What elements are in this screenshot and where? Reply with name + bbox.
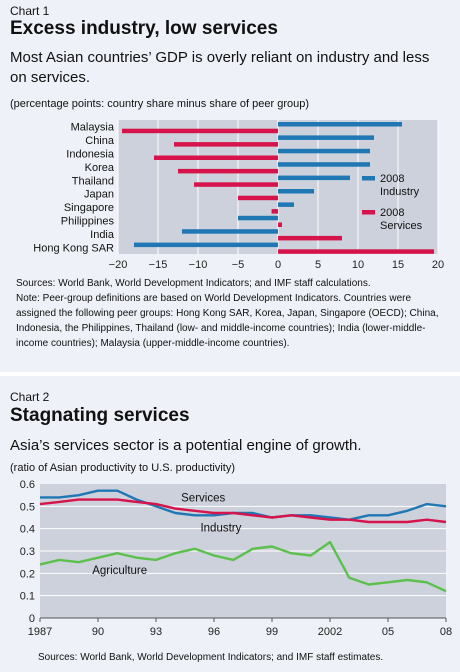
legend-swatch <box>362 210 375 215</box>
chart1-subtitle: Most Asian countries’ GDP is overly reli… <box>10 49 430 86</box>
bar-services <box>154 155 278 160</box>
bar-services <box>278 249 434 254</box>
legend-label: 2008 <box>380 173 404 185</box>
line-y-tick-label: 0.6 <box>20 479 35 491</box>
line-x-tick-label: 96 <box>208 626 220 638</box>
series-label-agriculture: Agriculture <box>92 565 147 577</box>
bar-category-label: Korea <box>85 162 115 174</box>
bar-industry <box>238 215 278 221</box>
bar-x-tick-label: −20 <box>109 259 128 271</box>
bar-industry <box>278 162 370 167</box>
bar-x-tick-label: 20 <box>432 259 444 271</box>
line-x-tick-label: 93 <box>150 626 162 638</box>
chart2-units: (ratio of Asian productivity to U.S. pro… <box>10 462 235 474</box>
bar-services <box>122 128 278 134</box>
legend-swatch <box>362 176 375 181</box>
line-y-tick-label: 0.2 <box>20 568 35 580</box>
line-y-tick-label: 0.1 <box>20 591 35 603</box>
bar-category-label: Philippines <box>61 216 115 228</box>
bar-industry <box>278 148 370 154</box>
series-label-services: Services <box>181 492 225 504</box>
line-chart: 0 0.1 0.2 0.3 0.4 0.5 0.6 1987 90 93 96 99 2002 05 08 S… <box>20 479 452 638</box>
bar-industry <box>278 135 374 140</box>
line-x-tick-label: 99 <box>266 626 278 638</box>
line-y-tick-label: 0.5 <box>20 501 35 513</box>
chart2-source: Sources: World Bank, World Development I… <box>38 652 384 663</box>
bar-industry <box>278 189 314 194</box>
bar-services <box>271 209 278 214</box>
series-label-industry: Industry <box>200 522 241 534</box>
bar-industry <box>278 202 294 207</box>
bar-x-tick-label: 15 <box>392 259 404 271</box>
bar-services <box>194 182 278 187</box>
line-x-tick-label: 05 <box>382 626 394 638</box>
bar-category-label: Malaysia <box>71 122 115 134</box>
chart1-units: (percentage points: country share minus … <box>10 98 309 110</box>
line-y-tick-label: 0.4 <box>20 524 35 536</box>
line-x-tick-label: 08 <box>440 626 452 638</box>
bar-x-tick-label: 0 <box>275 259 281 271</box>
bar-category-label: Singapore <box>64 202 114 214</box>
chart1-source-text: Sources: World Bank, World Development I… <box>16 278 371 289</box>
line-x-tick-label: 2002 <box>318 626 342 638</box>
bar-industry <box>278 175 350 181</box>
chart1-source: Sources: World Bank, World Development I… <box>16 276 446 351</box>
bar-x-tick-label: −10 <box>189 259 208 271</box>
chart2-panel: Chart 2 Stagnating services Asia’s servi… <box>0 372 460 672</box>
bar-x-tick-label: −5 <box>232 259 245 271</box>
bar-category-label: Indonesia <box>66 149 115 161</box>
bar-category-label: Hong Kong SAR <box>33 242 114 254</box>
legend-label: 2008 <box>380 207 404 219</box>
chart1-title: Excess industry, low services <box>10 18 278 39</box>
bar-category-label: China <box>85 135 115 147</box>
bar-industry <box>278 122 402 127</box>
bar-category-label: Japan <box>84 189 114 201</box>
line-y-tick-label: 0 <box>29 613 35 625</box>
line-y-tick-label: 0.3 <box>20 546 35 558</box>
line-x-tick-label: 90 <box>92 626 104 638</box>
legend-label: Services <box>380 220 423 232</box>
line-x-tick-label: 1987 <box>28 626 52 638</box>
chart1-number: Chart 1 <box>10 4 50 18</box>
chart1-note-text: Note: Peer-group definitions are based o… <box>16 293 439 349</box>
bar-category-label: Thailand <box>72 175 114 187</box>
chart2-title: Stagnating services <box>10 405 190 426</box>
chart2-number: Chart 2 <box>10 390 50 404</box>
series-line-agriculture <box>39 540 447 593</box>
chart2-subtitle: Asia’s services sector is a potential en… <box>10 437 362 454</box>
bar-services <box>238 195 278 201</box>
chart1-panel: Chart 1 Excess industry, low services Mo… <box>10 4 446 351</box>
bar-category-label: India <box>90 229 115 241</box>
bar-x-tick-label: −15 <box>149 259 168 271</box>
bar-services <box>178 168 278 174</box>
bar-x-tick-label: 5 <box>315 259 321 271</box>
bar-industry <box>134 242 278 248</box>
legend-label: Industry <box>380 186 420 198</box>
bar-services <box>278 222 282 227</box>
bar-services <box>174 142 278 147</box>
bar-industry <box>182 229 278 234</box>
series-line-industry <box>39 498 447 524</box>
bar-services <box>278 235 342 241</box>
bar-x-tick-label: 10 <box>352 259 364 271</box>
